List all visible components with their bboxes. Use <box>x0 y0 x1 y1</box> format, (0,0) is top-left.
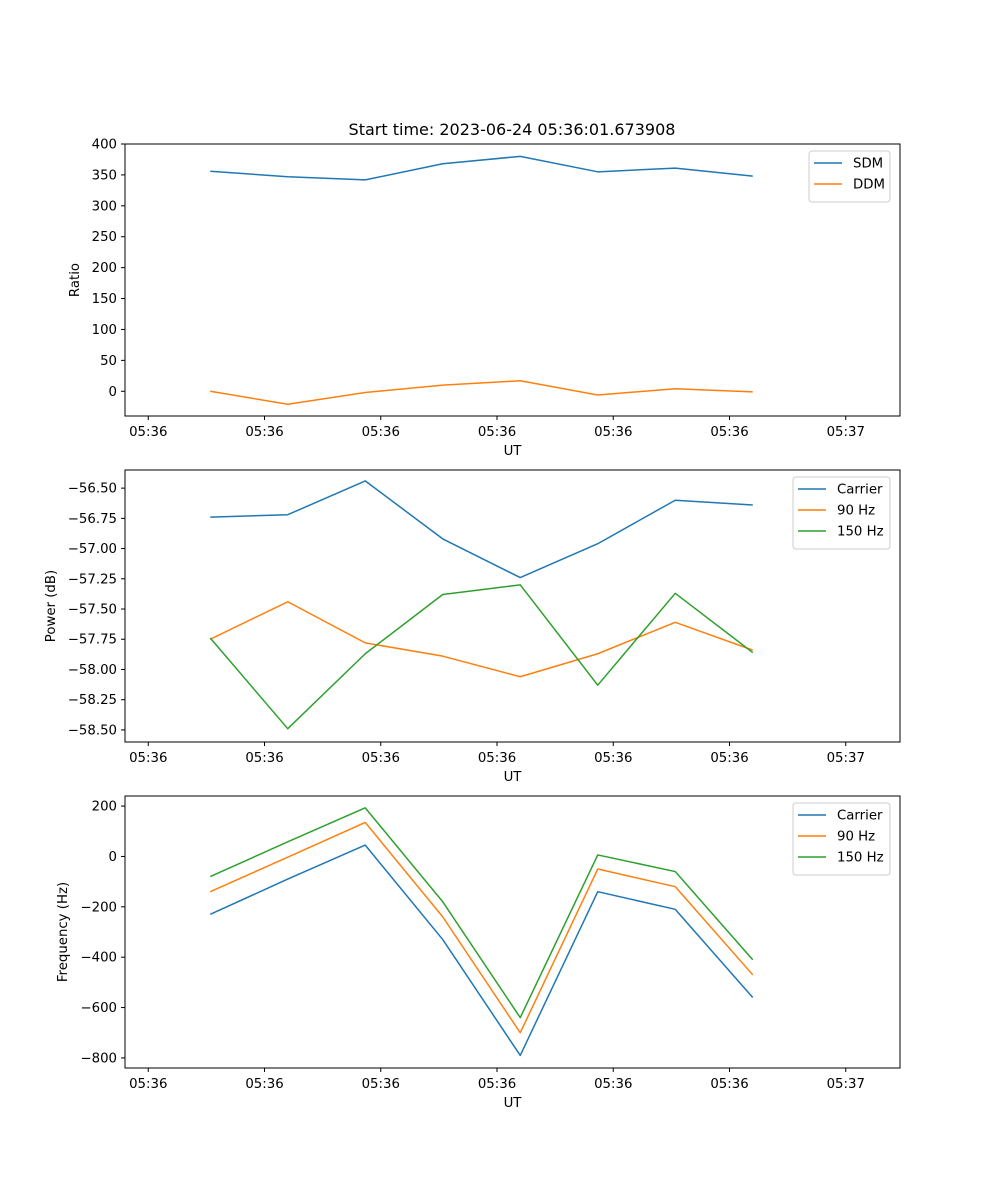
series-line-carrier <box>209 844 754 1057</box>
x-axis-label: UT <box>504 444 523 459</box>
series-line-150-hz <box>209 584 754 730</box>
x-tick-label: 05:36 <box>129 751 167 766</box>
legend: Carrier 90 Hz 150 Hz <box>792 476 891 550</box>
y-tick-label: −600 <box>80 1001 117 1016</box>
y-tick-label: 100 <box>92 323 117 338</box>
x-tick-label: 05:36 <box>245 425 283 440</box>
y-axis-label: Ratio <box>68 263 83 297</box>
series-line-carrier <box>210 480 753 579</box>
x-tick-label: 05:36 <box>478 425 516 440</box>
legend: Carrier 90 Hz 150 Hz <box>792 802 891 876</box>
series-line-ddm <box>210 380 753 405</box>
x-axis-label: UT <box>504 770 523 785</box>
y-tick-label: 0 <box>109 385 117 400</box>
chart-panel-2: 05:36 05:36 05:36 05:36 05:36 05:36 05:37 −58.5… <box>44 469 901 785</box>
chart-panel-3: 05:36 05:36 05:36 05:36 05:36 05:36 05:37 −800 −… <box>56 795 901 1111</box>
x-tick-label: 05:36 <box>362 751 400 766</box>
legend-entry: 90 Hz <box>837 830 875 845</box>
legend-entry: 150 Hz <box>837 525 884 540</box>
x-tick-label: 05:36 <box>129 425 167 440</box>
y-tick-label: −57.25 <box>68 572 117 587</box>
x-tick-label: 05:37 <box>827 1077 865 1092</box>
y-tick-label: 250 <box>92 230 117 245</box>
x-tick-label: 05:36 <box>478 1077 516 1092</box>
x-tick-label: 05:36 <box>710 1077 748 1092</box>
plot-frame <box>124 469 901 743</box>
x-tick-label: 05:36 <box>594 425 632 440</box>
y-tick-label: −58.00 <box>68 663 117 678</box>
y-axis-label: Frequency (Hz) <box>56 882 71 982</box>
x-axis-label: UT <box>504 1096 523 1111</box>
series-line-90-hz <box>209 821 754 1034</box>
series-line-90-hz <box>209 601 754 678</box>
x-tick-label: 05:36 <box>245 751 283 766</box>
x-tick-label: 05:36 <box>362 425 400 440</box>
y-tick-label: 0 <box>109 850 117 865</box>
figure-title: Start time: 2023-06-24 05:36:01.673908 <box>349 120 676 139</box>
x-tick-label: 05:37 <box>827 751 865 766</box>
y-tick-label: −56.50 <box>68 482 117 497</box>
y-tick-label: −800 <box>80 1051 117 1066</box>
y-tick-label: −58.50 <box>68 723 117 738</box>
x-tick-label: 05:36 <box>594 751 632 766</box>
y-tick-label: 200 <box>92 800 117 815</box>
chart-panels: 05:36 05:36 05:36 05:36 05:36 05:36 05:37 0 50 10… <box>44 138 901 1111</box>
y-tick-label: 200 <box>92 261 117 276</box>
y-tick-label: 50 <box>100 354 117 369</box>
plot-frame <box>124 795 901 1069</box>
legend-entry: Carrier <box>837 809 883 824</box>
x-tick-label: 05:36 <box>478 751 516 766</box>
x-tick-label: 05:36 <box>594 1077 632 1092</box>
y-tick-label: −200 <box>80 900 117 915</box>
y-tick-label: −57.50 <box>68 603 117 618</box>
y-tick-label: 300 <box>92 199 117 214</box>
y-tick-label: 150 <box>92 292 117 307</box>
y-axis-label: Power (dB) <box>44 570 59 642</box>
x-tick-label: 05:36 <box>362 1077 400 1092</box>
x-tick-label: 05:36 <box>710 425 748 440</box>
x-tick-label: 05:37 <box>827 425 865 440</box>
y-tick-label: −57.75 <box>68 633 117 648</box>
series-line-sdm <box>210 155 753 181</box>
y-tick-label: −58.25 <box>68 693 117 708</box>
x-tick-label: 05:36 <box>710 751 748 766</box>
legend-entry: DDM <box>853 178 885 193</box>
y-tick-label: −400 <box>80 951 117 966</box>
series-line-150-hz <box>209 807 754 1019</box>
legend-entry: 150 Hz <box>837 851 884 866</box>
legend-entry: 90 Hz <box>837 504 875 519</box>
x-tick-label: 05:36 <box>245 1077 283 1092</box>
legend: SDM DDM <box>808 150 891 203</box>
y-tick-label: 400 <box>92 138 117 153</box>
legend-entry: SDM <box>853 157 883 172</box>
chart-panel-1: 05:36 05:36 05:36 05:36 05:36 05:36 05:37 0 50 10… <box>68 138 901 459</box>
plot-frame <box>124 143 901 417</box>
legend-entry: Carrier <box>837 483 883 498</box>
y-tick-label: −57.00 <box>68 542 117 557</box>
x-tick-label: 05:36 <box>129 1077 167 1092</box>
y-tick-label: −56.75 <box>68 512 117 527</box>
y-tick-label: 350 <box>92 168 117 183</box>
